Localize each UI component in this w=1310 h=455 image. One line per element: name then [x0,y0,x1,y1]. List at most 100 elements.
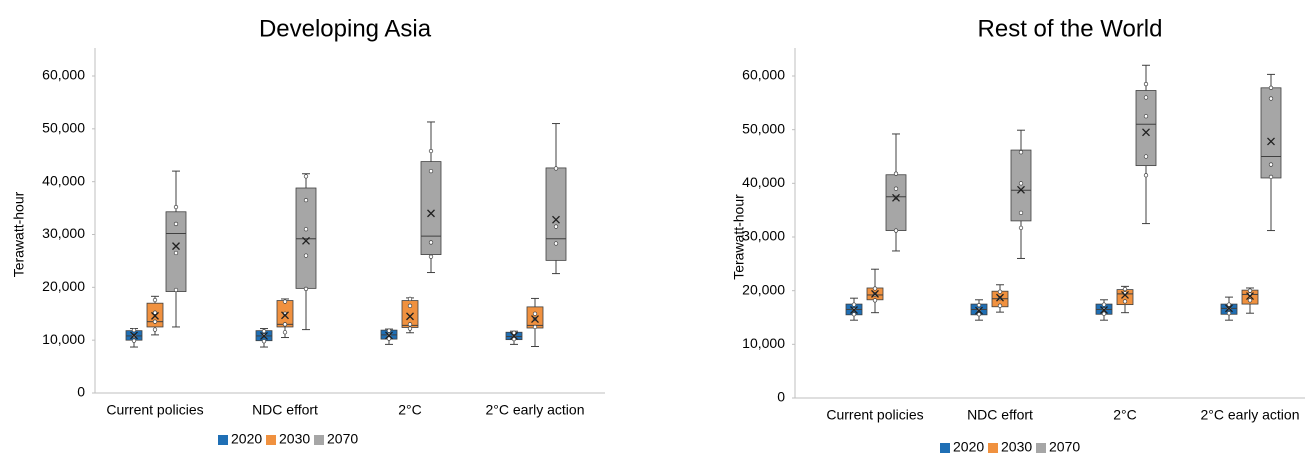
legend-label: 2070 [327,431,358,447]
data-point [1268,96,1274,101]
mean-marker [1246,292,1254,300]
mean-marker [996,293,1004,302]
data-point [872,286,878,291]
data-point [872,298,878,303]
mean-marker [260,331,268,340]
mean-marker [510,331,518,340]
data-point [553,241,559,246]
data-point [428,148,434,154]
mean-marker [406,312,414,321]
box [885,174,907,231]
data-point [303,174,309,179]
mean-marker [385,331,393,340]
y-tick-label: 10,000 [42,331,85,347]
data-point [511,330,517,335]
y-axis-label: Terawatt-hour [731,194,747,280]
x-tick-label: 2°C early action [1201,407,1300,423]
chart-title: Rest of the World [978,15,1163,42]
legend-swatch [314,435,324,445]
data-point [851,302,857,307]
box [545,167,567,261]
data-point [407,322,413,327]
data-point [152,319,158,324]
data-point [152,297,158,303]
data-point [532,311,538,316]
mean-marker [172,242,180,251]
data-point [553,224,559,229]
data-point [428,254,434,259]
data-point [997,289,1003,294]
data-point [1143,154,1149,159]
y-tick-label: 50,000 [742,120,785,136]
legend-label: 2070 [1049,439,1080,455]
y-tick-label: 40,000 [42,172,85,188]
mean-marker [130,331,138,340]
x-tick-label: 2°C [398,402,422,418]
data-point [1268,162,1274,167]
data-point [1247,298,1253,303]
data-point [1143,114,1149,119]
mean-marker [531,315,539,323]
legend-label: 2020 [231,431,262,447]
data-point [173,204,179,210]
data-point [407,303,413,308]
y-tick-label: 60,000 [42,67,85,83]
data-point [553,166,559,171]
y-tick-label: 10,000 [742,335,785,351]
legend-swatch [266,435,276,445]
data-point [303,227,309,232]
data-point [131,327,137,333]
mean-marker [281,311,289,320]
data-point [1226,311,1232,316]
mean-marker [552,215,560,224]
mean-marker [302,236,310,245]
y-tick-label: 40,000 [742,174,785,190]
x-tick-label: 2°C [1113,407,1137,423]
data-point [407,296,413,302]
y-tick-label: 20,000 [742,281,785,297]
data-point [532,324,538,330]
data-point [1143,81,1149,87]
y-tick-label: 60,000 [742,67,785,83]
data-point [303,253,309,258]
data-point [893,171,899,176]
legend-swatch [218,435,228,445]
y-tick-label: 0 [777,389,785,405]
box [295,187,317,289]
data-point [152,310,158,315]
data-point [1018,225,1024,231]
legend-swatch [1036,443,1046,453]
data-point [976,303,982,308]
data-point [282,322,288,327]
mean-marker [1225,304,1233,313]
data-point [428,168,434,174]
data-point [893,186,899,191]
mean-marker [975,306,983,315]
data-point [1268,174,1274,180]
mean-marker [1017,185,1025,194]
y-tick-label: 20,000 [42,278,85,294]
data-point [386,328,392,333]
data-point [1247,288,1253,293]
x-tick-label: Current policies [826,407,923,423]
data-point [173,287,179,293]
mean-marker [1100,306,1108,314]
data-point [173,250,179,256]
data-point [893,228,899,233]
data-point [152,327,158,332]
data-point [976,312,982,317]
data-point [1101,302,1107,307]
y-tick-label: 50,000 [42,120,85,136]
mean-marker [871,289,879,298]
chart-title: Developing Asia [259,15,432,42]
data-point [1018,150,1024,155]
data-point [261,329,267,334]
data-point [303,198,309,203]
y-tick-label: 30,000 [742,228,785,244]
data-point [851,312,857,317]
mean-marker [850,306,858,314]
y-tick-label: 30,000 [42,225,85,241]
data-point [1143,95,1149,100]
legend-swatch [940,443,950,453]
